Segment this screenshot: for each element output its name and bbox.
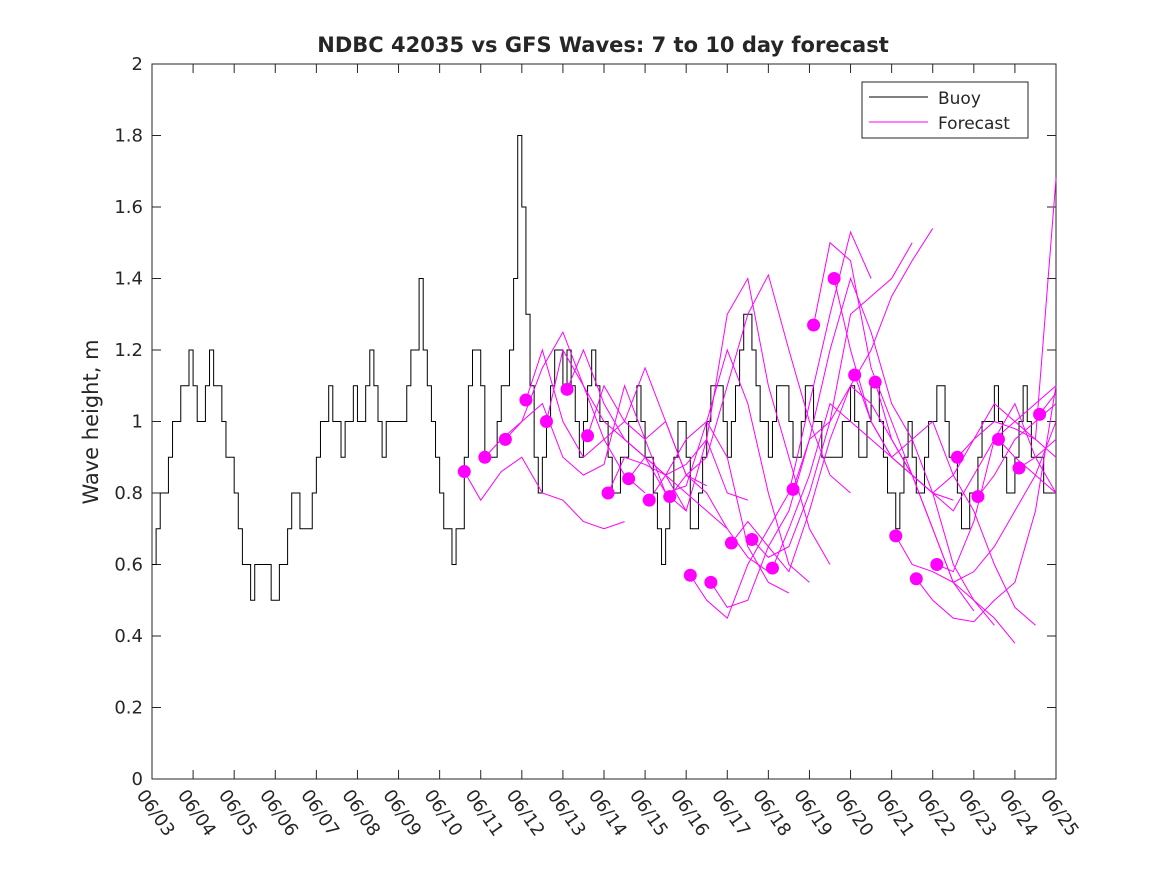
forecast-marker [539, 415, 553, 428]
forecast-series-line [607, 420, 790, 594]
forecast-marker [683, 568, 697, 582]
forecast-series-line [648, 277, 831, 565]
y-tick-label: 0.2 [114, 698, 143, 719]
forecast-marker [889, 529, 903, 543]
forecast-series-line [730, 228, 934, 573]
forecast-marker [622, 472, 636, 486]
forecast-marker [971, 490, 985, 504]
forecast-marker [827, 272, 841, 285]
forecast-marker [519, 393, 533, 407]
forecast-series-line [895, 421, 1057, 583]
forecast-series-line [833, 278, 1036, 626]
legend-forecast-label: Forecast [938, 114, 1010, 134]
forecast-series-line [566, 348, 748, 501]
y-tick-label: 2 [132, 54, 143, 75]
forecast-marker [1012, 461, 1026, 475]
forecast-series-line [1018, 438, 1057, 469]
legend-box [861, 81, 1029, 139]
forecast-series-line [792, 276, 995, 626]
legend: Buoy Forecast [861, 81, 1029, 139]
y-tick-label: 0 [132, 769, 143, 790]
forecast-marker [950, 450, 964, 464]
forecast-series-line [669, 273, 851, 497]
y-tick-labels: 0 0.2 0.4 0.6 0.8 1 1.2 1.4 1.6 1.8 2 [114, 54, 143, 790]
forecast-series-line [957, 178, 1057, 458]
forecast-marker [663, 490, 677, 504]
forecast-marker [601, 486, 615, 500]
buoy-series-line [152, 135, 1052, 601]
forecast-marker [457, 465, 471, 479]
forecast-series-line [915, 385, 1057, 623]
forecast-marker [704, 575, 718, 589]
forecast-marker [991, 432, 1005, 446]
forecast-marker [786, 482, 800, 496]
legend-buoy-label: Buoy [938, 89, 981, 109]
forecast-marker [848, 368, 862, 382]
forecast-series-line [463, 456, 625, 530]
forecast-marker [560, 382, 574, 396]
forecast-marker [642, 493, 656, 507]
chart-title: NDBC 42035 vs GFS Waves: 7 to 10 day for… [317, 33, 888, 57]
forecast-marker [765, 561, 779, 575]
y-tick-label: 0.4 [114, 626, 143, 647]
forecast-marker [724, 536, 738, 550]
forecast-marker [745, 532, 759, 546]
forecast-marker [498, 432, 512, 446]
y-tick-label: 1.8 [114, 126, 143, 147]
forecast-series-line [484, 330, 646, 494]
y-tick-label: 1.2 [114, 340, 143, 361]
y-tick-label: 1 [132, 412, 143, 433]
y-tick-label: 0.6 [114, 555, 143, 576]
forecast-marker [930, 558, 944, 571]
y-tick-label: 1.4 [114, 269, 143, 290]
forecast-series-line [854, 374, 1057, 512]
y-tick-label: 0.8 [114, 483, 143, 504]
forecast-marker [581, 429, 595, 443]
plot-content [152, 135, 1057, 644]
y-tick-label: 1.6 [114, 197, 143, 218]
forecast-marker [1033, 407, 1047, 421]
forecast-marker [807, 318, 821, 332]
forecast-marker [909, 572, 923, 586]
y-axis-label: Wave height, m [79, 339, 103, 504]
forecast-marker [478, 450, 492, 464]
forecast-series-line [689, 230, 872, 619]
forecast-marker [868, 375, 882, 389]
